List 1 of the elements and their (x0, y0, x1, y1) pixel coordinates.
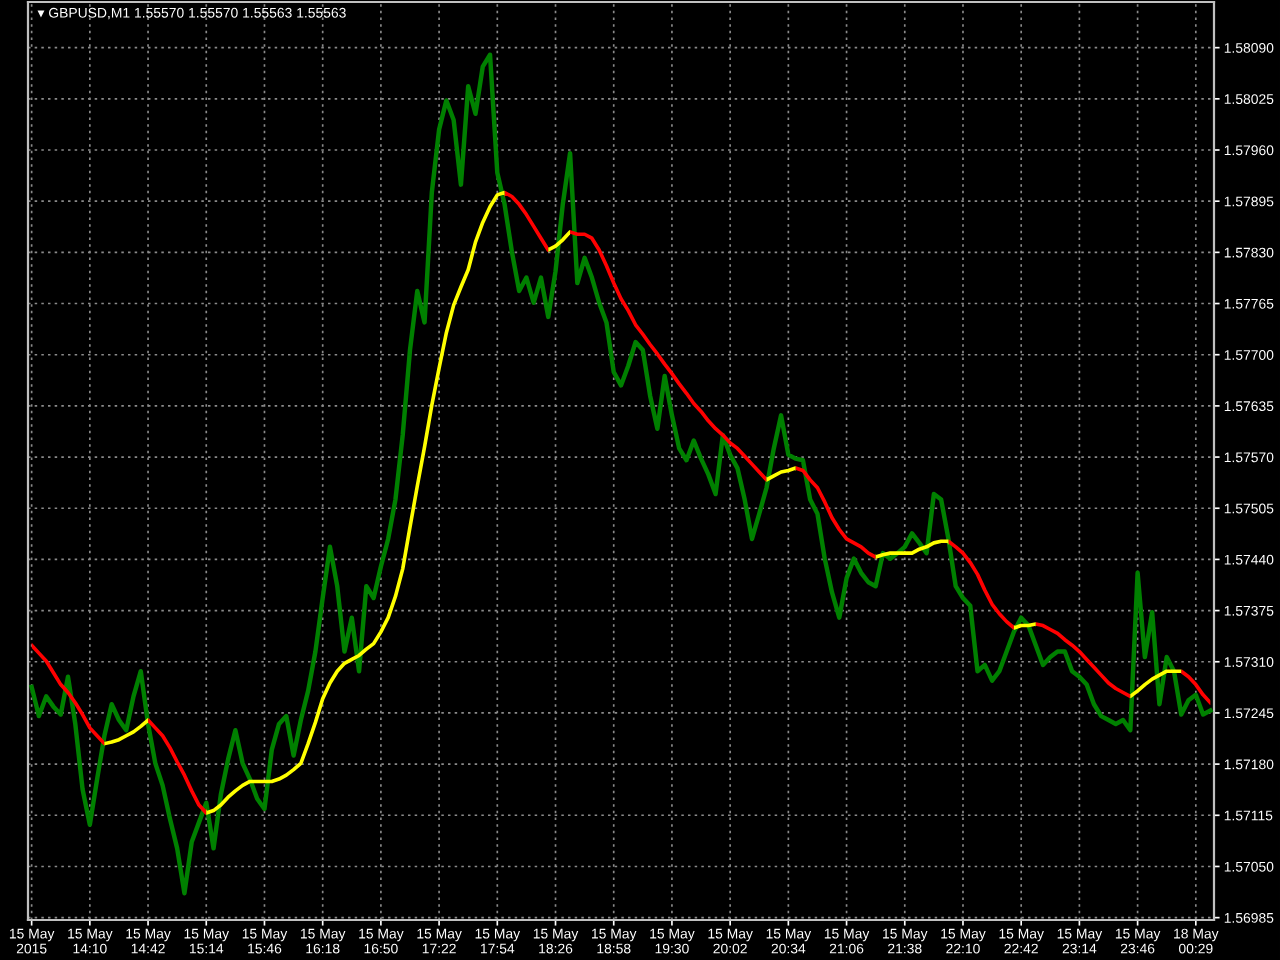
line-series (29, 52, 1213, 896)
